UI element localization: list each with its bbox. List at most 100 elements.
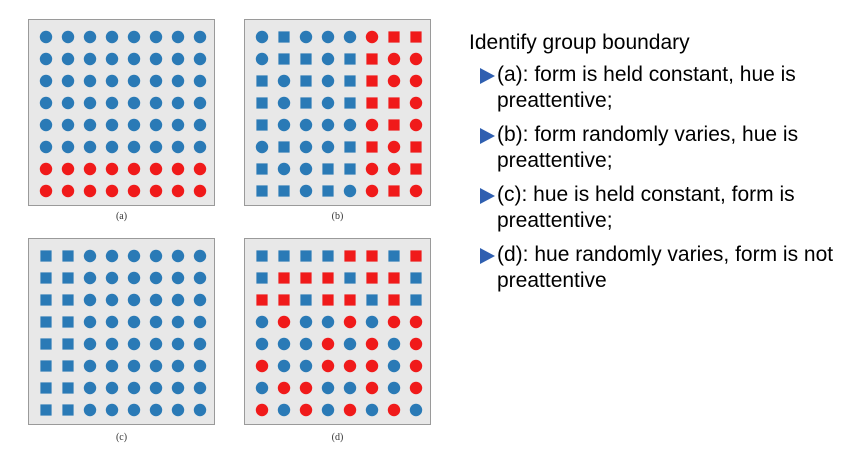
red-circle-mark xyxy=(409,118,423,132)
blue-circle-mark xyxy=(321,30,335,44)
blue-circle-mark xyxy=(149,30,163,44)
blue-circle-mark xyxy=(255,30,269,44)
blue-circle-mark xyxy=(171,337,185,351)
blue-circle-mark xyxy=(61,140,75,154)
red-square-mark xyxy=(366,141,378,153)
blue-circle-mark xyxy=(149,140,163,154)
blue-circle-mark xyxy=(83,359,97,373)
blue-square-mark xyxy=(40,272,52,284)
red-circle-mark xyxy=(387,140,401,154)
red-square-mark xyxy=(322,272,334,284)
blue-circle-mark xyxy=(127,315,141,329)
blue-circle-mark xyxy=(83,118,97,132)
blue-square-mark xyxy=(256,163,268,175)
red-circle-mark xyxy=(387,315,401,329)
blue-circle-mark xyxy=(105,249,119,263)
red-circle-mark xyxy=(365,162,379,176)
blue-square-mark xyxy=(300,75,312,87)
red-square-mark xyxy=(278,294,290,306)
blue-circle-mark xyxy=(277,96,291,110)
blue-circle-mark xyxy=(105,293,119,307)
blue-square-mark xyxy=(300,294,312,306)
blue-circle-mark xyxy=(193,403,207,417)
slide-heading: Identify group boundary xyxy=(469,31,690,54)
blue-circle-mark xyxy=(321,315,335,329)
red-circle-mark xyxy=(61,184,75,198)
red-square-mark xyxy=(410,250,422,262)
red-square-mark xyxy=(366,75,378,87)
blue-circle-mark xyxy=(343,337,357,351)
right-triangle-arrow-icon xyxy=(480,128,495,144)
blue-circle-mark xyxy=(343,381,357,395)
red-square-mark xyxy=(410,163,422,175)
bullet-text-c: (c): hue is held constant, form is preat… xyxy=(497,183,795,232)
blue-circle-mark xyxy=(61,96,75,110)
blue-square-mark xyxy=(278,250,290,262)
blue-circle-mark xyxy=(149,249,163,263)
blue-square-mark xyxy=(62,338,74,350)
blue-circle-mark xyxy=(149,52,163,66)
blue-circle-mark xyxy=(83,315,97,329)
caption-c: (c) xyxy=(115,432,128,443)
blue-circle-mark xyxy=(321,403,335,417)
red-circle-mark xyxy=(83,162,97,176)
blue-circle-mark xyxy=(193,96,207,110)
blue-square-mark xyxy=(300,250,312,262)
red-circle-mark xyxy=(387,52,401,66)
shape-grid-d xyxy=(255,250,423,417)
blue-circle-mark xyxy=(299,359,313,373)
blue-circle-mark xyxy=(127,74,141,88)
blue-square-mark xyxy=(410,294,422,306)
blue-circle-mark xyxy=(105,140,119,154)
blue-circle-mark xyxy=(149,337,163,351)
caption-d: (d) xyxy=(331,432,344,443)
figure-panel-c xyxy=(28,238,215,425)
blue-circle-mark xyxy=(193,337,207,351)
red-circle-mark xyxy=(409,52,423,66)
red-circle-mark xyxy=(365,359,379,373)
blue-circle-mark xyxy=(171,271,185,285)
blue-circle-mark xyxy=(171,315,185,329)
red-circle-mark xyxy=(149,184,163,198)
red-square-mark xyxy=(388,31,400,43)
blue-square-mark xyxy=(40,404,52,416)
blue-circle-mark xyxy=(255,140,269,154)
blue-circle-mark xyxy=(83,381,97,395)
red-circle-mark xyxy=(149,162,163,176)
blue-circle-mark xyxy=(83,140,97,154)
red-circle-mark xyxy=(321,359,335,373)
red-circle-mark xyxy=(299,403,313,417)
blue-circle-mark xyxy=(105,74,119,88)
blue-circle-mark xyxy=(277,403,291,417)
bullet-item-a: (a): form is held constant, hue is preat… xyxy=(469,62,844,114)
red-circle-mark xyxy=(387,162,401,176)
red-square-mark xyxy=(388,272,400,284)
slide-text: Identify group boundary (a): form is hel… xyxy=(469,30,844,302)
blue-circle-mark xyxy=(171,403,185,417)
red-circle-mark xyxy=(365,337,379,351)
blue-circle-mark xyxy=(171,74,185,88)
blue-circle-mark xyxy=(39,74,53,88)
blue-circle-mark xyxy=(321,118,335,132)
blue-circle-mark xyxy=(255,52,269,66)
blue-circle-mark xyxy=(83,249,97,263)
red-circle-mark xyxy=(343,315,357,329)
blue-circle-mark xyxy=(171,30,185,44)
blue-circle-mark xyxy=(299,140,313,154)
blue-circle-mark xyxy=(127,249,141,263)
blue-circle-mark xyxy=(321,140,335,154)
blue-square-mark xyxy=(62,404,74,416)
blue-circle-mark xyxy=(105,337,119,351)
blue-circle-mark xyxy=(277,162,291,176)
blue-circle-mark xyxy=(149,271,163,285)
blue-circle-mark xyxy=(299,118,313,132)
blue-circle-mark xyxy=(83,96,97,110)
blue-circle-mark xyxy=(127,271,141,285)
red-square-mark xyxy=(388,185,400,197)
red-circle-mark xyxy=(409,337,423,351)
red-square-mark xyxy=(366,97,378,109)
blue-circle-mark xyxy=(127,52,141,66)
blue-circle-mark xyxy=(299,30,313,44)
blue-square-mark xyxy=(256,119,268,131)
blue-circle-mark xyxy=(127,30,141,44)
